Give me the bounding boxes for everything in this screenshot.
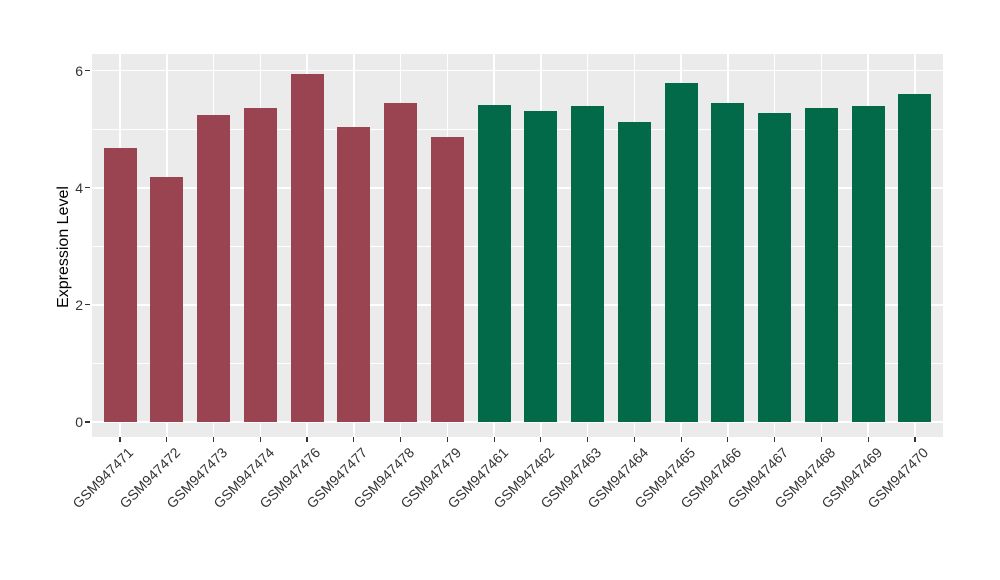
bar-GSM947469 [851, 106, 885, 422]
x-tick-mark [774, 437, 776, 442]
bar-GSM947474 [243, 107, 277, 422]
bar-GSM947476 [290, 74, 324, 422]
y-gridline-major [92, 421, 943, 423]
x-tick-mark [680, 437, 682, 442]
x-tick-mark [400, 437, 402, 442]
bar-GSM947470 [898, 93, 932, 422]
x-tick-mark [119, 437, 121, 442]
y-gridline-minor [92, 245, 943, 247]
bar-GSM947461 [477, 105, 511, 422]
x-tick-mark [306, 437, 308, 442]
x-tick-mark [727, 437, 729, 442]
y-tick-label: 2 [75, 296, 83, 313]
y-tick-mark [85, 421, 90, 423]
bar-GSM947464 [617, 121, 651, 422]
y-gridline-major [92, 304, 943, 306]
y-gridline-minor [92, 363, 943, 364]
x-tick-mark [540, 437, 542, 442]
y-tick-mark [85, 304, 90, 306]
y-tick-label: 6 [75, 62, 83, 79]
bar-GSM947468 [804, 107, 838, 422]
bar-GSM947465 [664, 82, 698, 422]
x-tick-mark [867, 437, 869, 442]
y-tick-mark [85, 187, 90, 189]
x-tick-mark [587, 437, 589, 442]
bar-GSM947462 [524, 111, 558, 422]
y-tick-mark [85, 70, 90, 72]
bar-GSM947477 [337, 127, 371, 422]
bar-GSM947466 [711, 102, 745, 422]
y-gridline-major [92, 69, 943, 72]
x-tick-mark [914, 437, 916, 442]
bar-GSM947473 [197, 115, 231, 422]
x-tick-mark [820, 437, 823, 442]
y-tick-label: 0 [75, 414, 83, 430]
bar-GSM947463 [571, 105, 605, 422]
plot-panel [92, 54, 943, 437]
x-tick-mark [493, 437, 495, 442]
bar-GSM947479 [430, 137, 464, 422]
bar-GSM947472 [150, 177, 184, 422]
y-gridline-major [92, 187, 943, 189]
y-tick-label: 4 [75, 179, 83, 196]
bar-GSM947478 [384, 103, 418, 422]
y-axis-title: Expression Level [55, 186, 72, 308]
y-gridline-minor [92, 128, 943, 130]
x-tick-mark [259, 437, 261, 442]
x-tick-mark [212, 437, 215, 442]
x-tick-mark [166, 437, 168, 442]
x-tick-mark [446, 437, 448, 442]
bar-GSM947467 [758, 113, 792, 422]
bar-GSM947471 [103, 147, 137, 422]
x-tick-mark [633, 437, 635, 442]
x-tick-mark [353, 437, 355, 442]
